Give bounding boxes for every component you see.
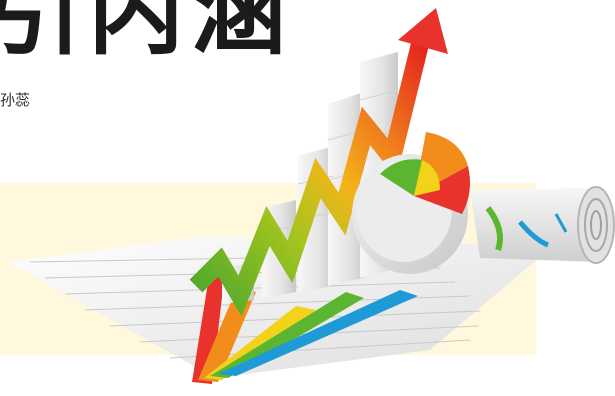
paper-roll bbox=[470, 186, 615, 264]
headline: 引内涵 bbox=[0, 0, 292, 68]
byline-author: 孙蕊 bbox=[0, 91, 31, 109]
growth-arrow bbox=[189, 8, 448, 317]
pie-chart bbox=[352, 132, 470, 274]
